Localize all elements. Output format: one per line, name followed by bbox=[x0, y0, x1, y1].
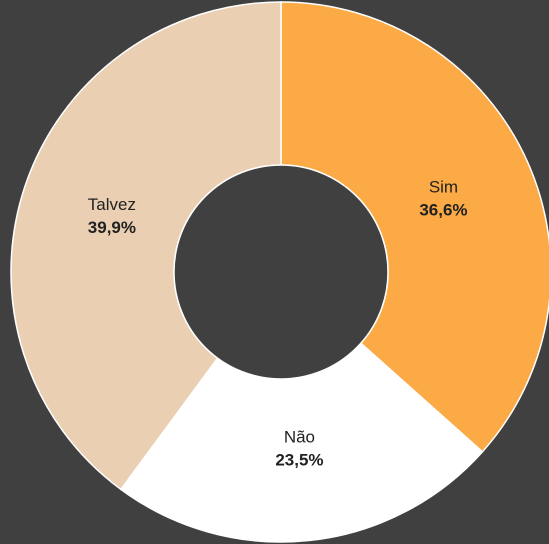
slice-label: Sim bbox=[429, 178, 458, 197]
slice-value: 23,5% bbox=[275, 451, 323, 470]
slice-value: 39,9% bbox=[88, 218, 136, 237]
donut-hole bbox=[173, 164, 389, 380]
slice-label: Não bbox=[284, 428, 315, 447]
slice-label: Talvez bbox=[88, 195, 136, 214]
slice-value: 36,6% bbox=[419, 201, 467, 220]
